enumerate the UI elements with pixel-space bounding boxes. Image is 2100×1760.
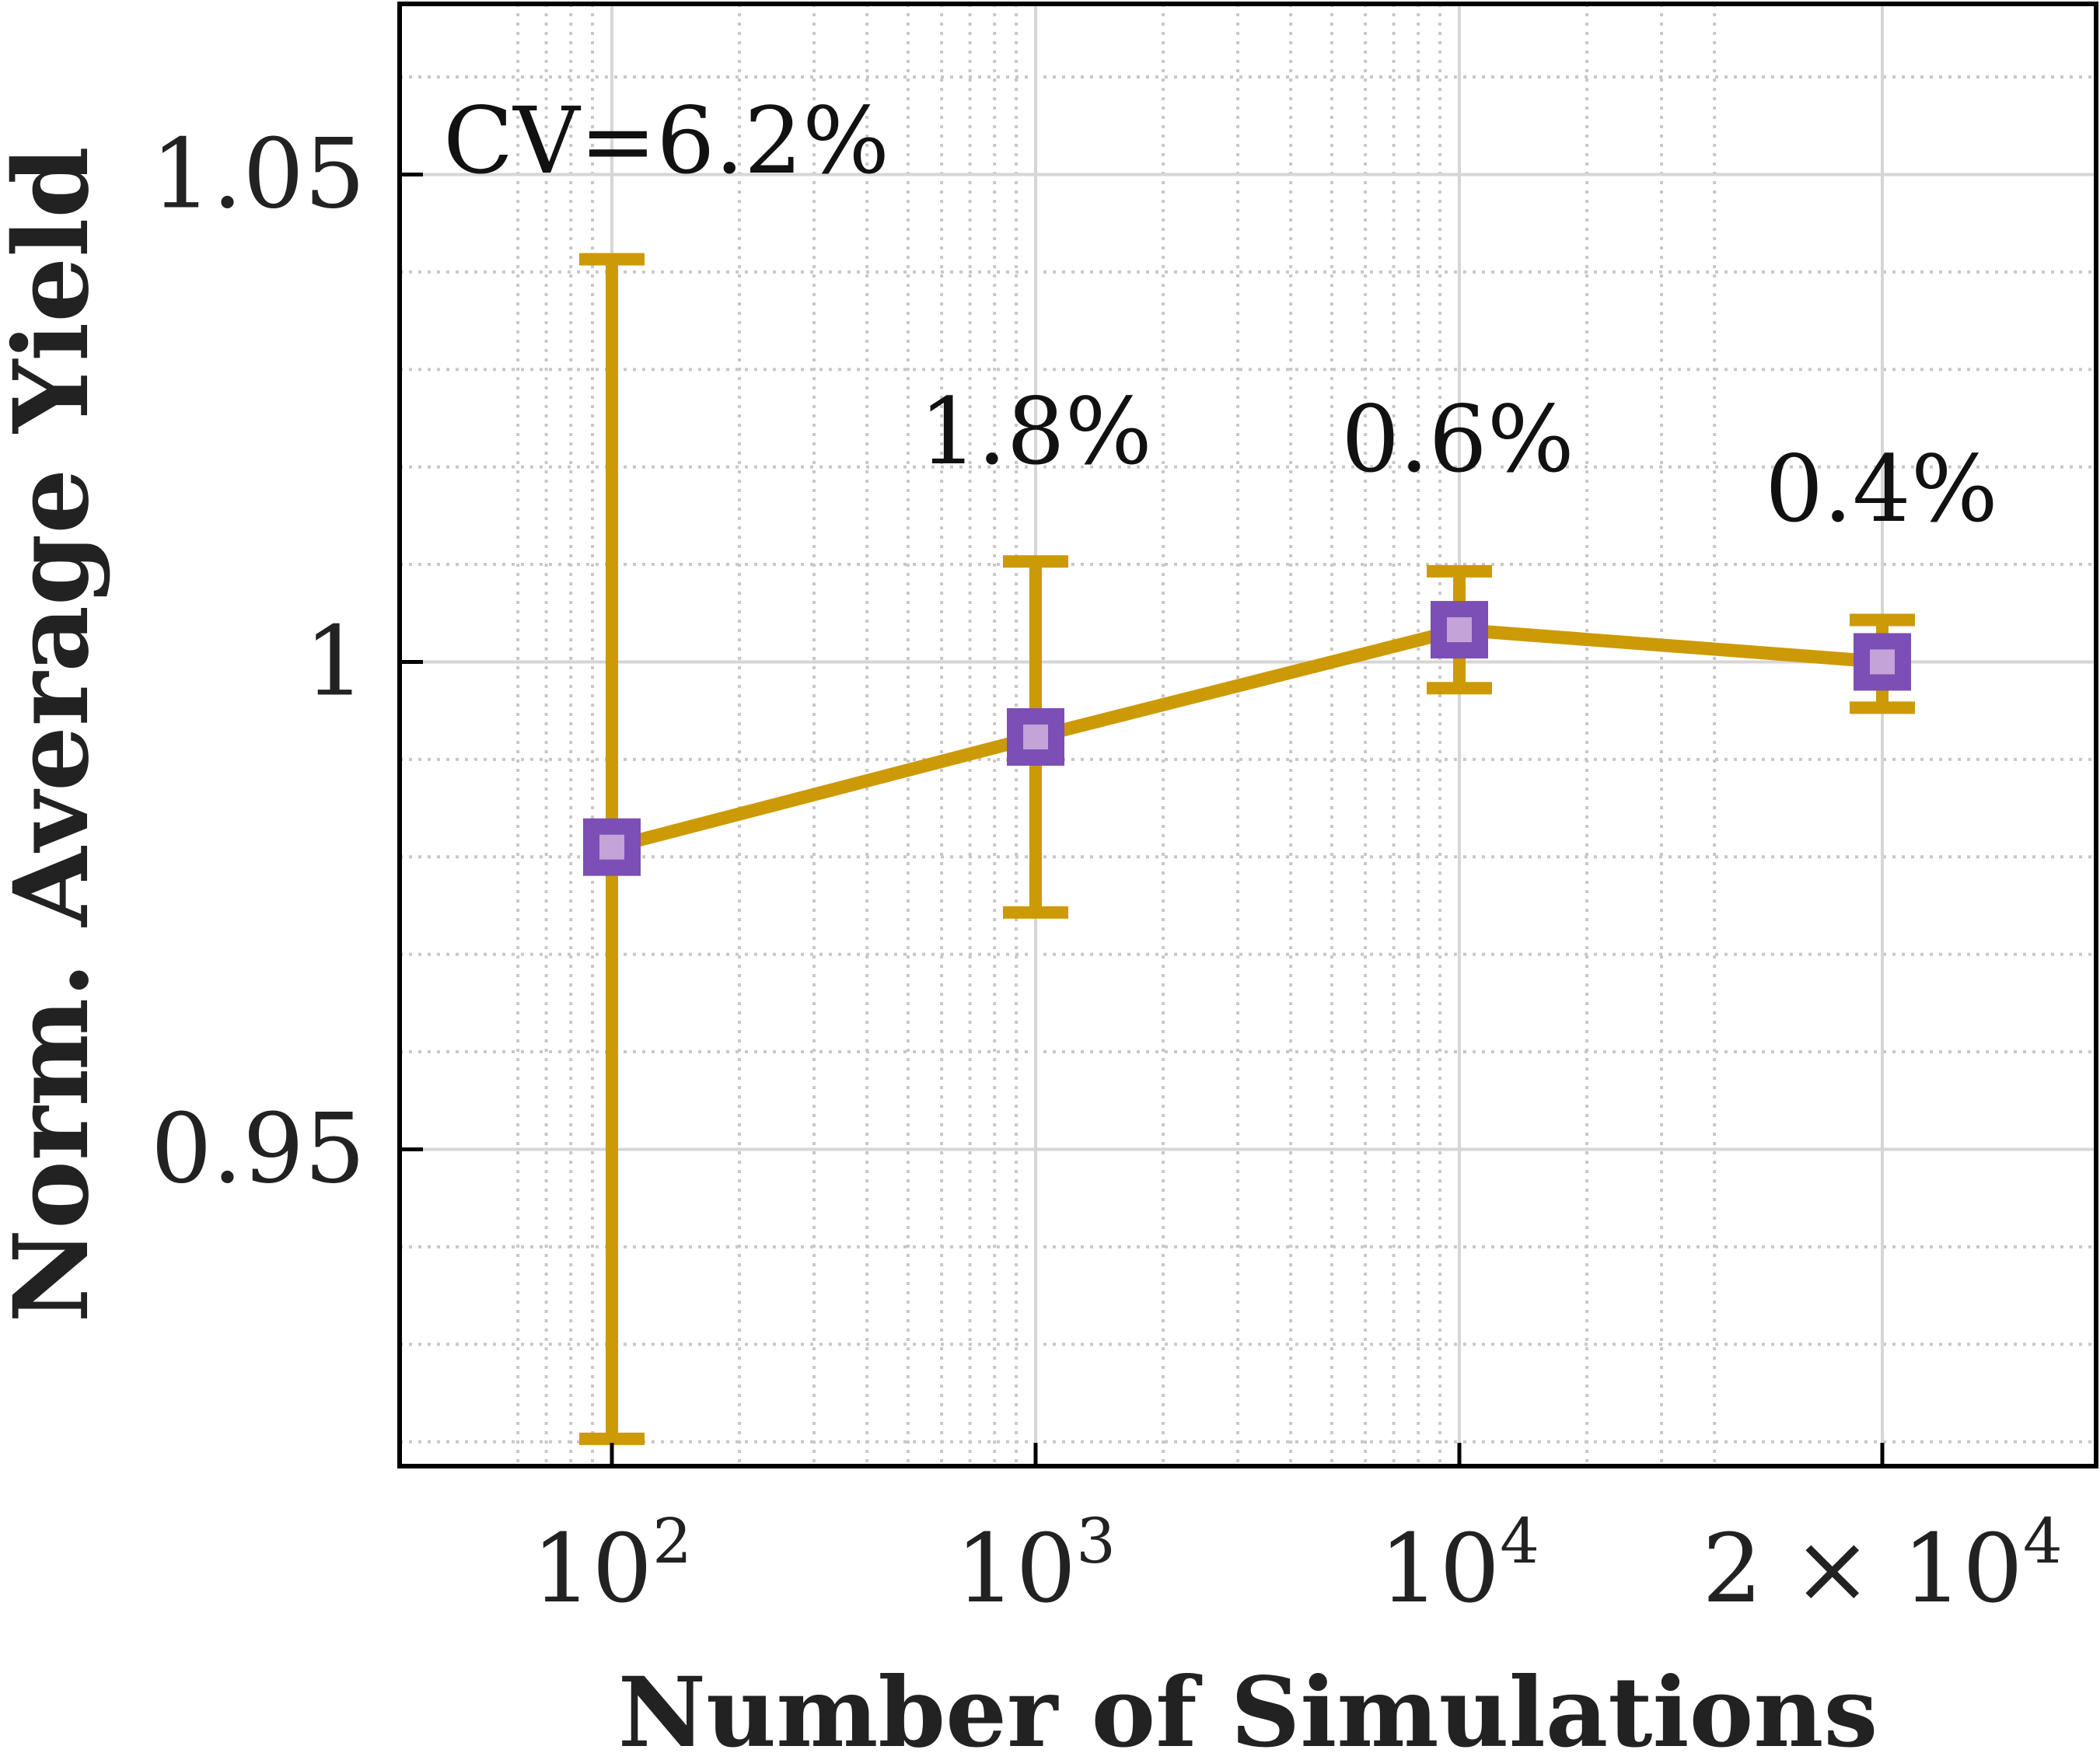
y-tick-label: 0.95 bbox=[151, 1093, 365, 1205]
data-point-marker-inner bbox=[1447, 617, 1472, 643]
x-tick-label: 103 bbox=[956, 1505, 1116, 1624]
x-axis-label: Number of Simulations bbox=[618, 1657, 1878, 1760]
x-tick-label: 2 × 104 bbox=[1702, 1505, 2063, 1624]
data-point-marker-inner bbox=[1870, 649, 1895, 675]
grid bbox=[400, 4, 2096, 1466]
annotation-cv-label: CV=6.2% bbox=[443, 87, 889, 194]
series-line bbox=[610, 623, 1883, 854]
y-axis-label: Norm. Average Yield bbox=[0, 146, 112, 1322]
annotation-0-4-label: 0.4% bbox=[1765, 435, 1998, 543]
x-ticks: 102 103 104 2 × 104 bbox=[532, 1443, 2063, 1624]
y-tick-label: 1.05 bbox=[151, 118, 365, 230]
data-point-marker-inner bbox=[599, 834, 624, 860]
y-tick-label: 1 bbox=[304, 606, 365, 718]
x-tick-label: 102 bbox=[532, 1505, 692, 1624]
series-layer bbox=[579, 253, 1915, 1445]
plot-frame bbox=[397, 2, 2098, 1468]
x-tick-label: 104 bbox=[1379, 1505, 1539, 1624]
y-ticks: 0.95 1 1.05 bbox=[151, 118, 423, 1205]
annotation-0-6-label: 0.6% bbox=[1341, 386, 1574, 493]
annotation-1-8-label: 1.8% bbox=[919, 378, 1152, 485]
data-point-marker-inner bbox=[1023, 725, 1048, 750]
